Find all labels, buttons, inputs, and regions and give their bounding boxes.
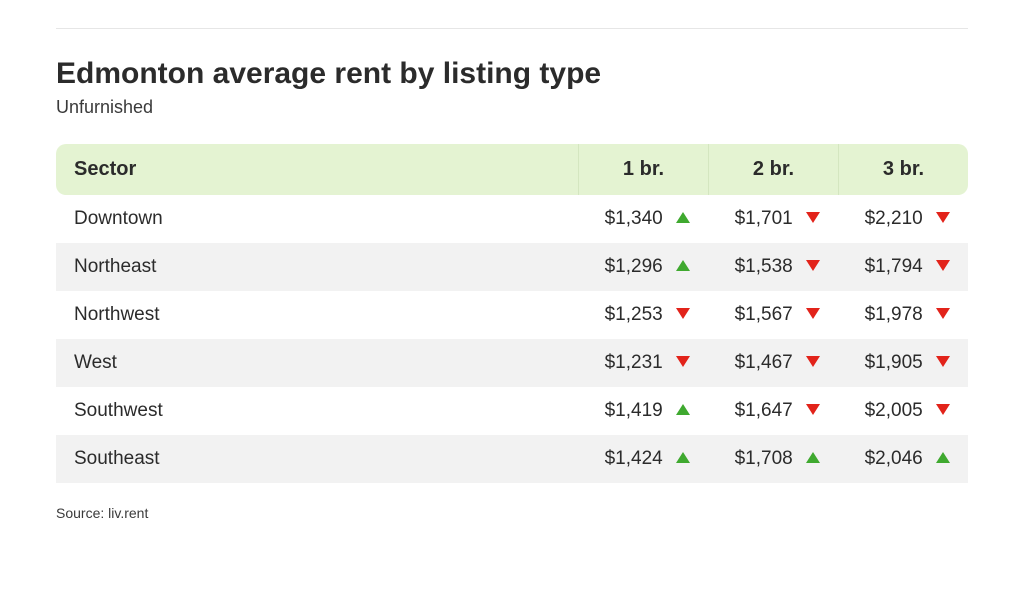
trend-up-icon: [676, 452, 690, 463]
price-value: $1,905: [857, 352, 923, 374]
table-row: Southeast $1,424 $1,708 $2,046: [56, 435, 968, 483]
trend-down-icon: [936, 404, 950, 415]
trend-down-icon: [806, 404, 820, 415]
br3-cell: $2,005: [838, 387, 968, 435]
page-title: Edmonton average rent by listing type: [56, 57, 968, 91]
trend-down-icon: [936, 308, 950, 319]
table-row: Southwest $1,419 $1,647 $2,005: [56, 387, 968, 435]
col-3br: 3 br.: [838, 144, 968, 195]
br3-cell: $1,905: [838, 339, 968, 387]
br3-cell: $1,794: [838, 243, 968, 291]
trend-up-icon: [676, 260, 690, 271]
table-header-row: Sector 1 br. 2 br. 3 br.: [56, 144, 968, 195]
sector-cell: Southeast: [56, 435, 578, 483]
trend-up-icon: [676, 212, 690, 223]
table-row: Downtown $1,340 $1,701 $2,210: [56, 195, 968, 243]
col-2br: 2 br.: [708, 144, 838, 195]
br3-cell: $1,978: [838, 291, 968, 339]
price-value: $1,467: [727, 352, 793, 374]
trend-up-icon: [936, 452, 950, 463]
br2-cell: $1,708: [708, 435, 838, 483]
price-value: $1,701: [727, 208, 793, 230]
price-value: $1,419: [597, 400, 663, 422]
br1-cell: $1,253: [578, 291, 708, 339]
trend-down-icon: [806, 260, 820, 271]
price-value: $1,340: [597, 208, 663, 230]
trend-down-icon: [936, 212, 950, 223]
price-value: $1,538: [727, 256, 793, 278]
price-value: $1,978: [857, 304, 923, 326]
price-value: $1,794: [857, 256, 923, 278]
sector-cell: Northeast: [56, 243, 578, 291]
sector-cell: West: [56, 339, 578, 387]
trend-down-icon: [936, 356, 950, 367]
rent-table: Sector 1 br. 2 br. 3 br. Downtown $1,340…: [56, 144, 968, 483]
br3-cell: $2,046: [838, 435, 968, 483]
trend-up-icon: [676, 404, 690, 415]
br1-cell: $1,424: [578, 435, 708, 483]
price-value: $2,210: [857, 208, 923, 230]
price-value: $1,567: [727, 304, 793, 326]
br1-cell: $1,296: [578, 243, 708, 291]
source-line: Source: liv.rent: [56, 505, 968, 521]
br1-cell: $1,231: [578, 339, 708, 387]
page-subtitle: Unfurnished: [56, 97, 968, 118]
trend-down-icon: [806, 356, 820, 367]
br1-cell: $1,419: [578, 387, 708, 435]
sector-cell: Northwest: [56, 291, 578, 339]
price-value: $1,708: [727, 448, 793, 470]
br2-cell: $1,567: [708, 291, 838, 339]
price-value: $1,253: [597, 304, 663, 326]
top-rule: [56, 28, 968, 29]
trend-down-icon: [676, 308, 690, 319]
br2-cell: $1,467: [708, 339, 838, 387]
table-row: West $1,231 $1,467 $1,905: [56, 339, 968, 387]
price-value: $2,046: [857, 448, 923, 470]
table-body: Downtown $1,340 $1,701 $2,210 Northeast …: [56, 195, 968, 483]
col-sector: Sector: [56, 144, 578, 195]
trend-down-icon: [936, 260, 950, 271]
br2-cell: $1,647: [708, 387, 838, 435]
sector-cell: Downtown: [56, 195, 578, 243]
br2-cell: $1,701: [708, 195, 838, 243]
trend-down-icon: [806, 212, 820, 223]
table-row: Northwest $1,253 $1,567 $1,978: [56, 291, 968, 339]
trend-down-icon: [676, 356, 690, 367]
trend-up-icon: [806, 452, 820, 463]
sector-cell: Southwest: [56, 387, 578, 435]
price-value: $1,424: [597, 448, 663, 470]
price-value: $1,231: [597, 352, 663, 374]
br1-cell: $1,340: [578, 195, 708, 243]
br3-cell: $2,210: [838, 195, 968, 243]
page-container: Edmonton average rent by listing type Un…: [0, 0, 1024, 541]
br2-cell: $1,538: [708, 243, 838, 291]
trend-down-icon: [806, 308, 820, 319]
price-value: $2,005: [857, 400, 923, 422]
table-row: Northeast $1,296 $1,538 $1,794: [56, 243, 968, 291]
price-value: $1,296: [597, 256, 663, 278]
col-1br: 1 br.: [578, 144, 708, 195]
price-value: $1,647: [727, 400, 793, 422]
